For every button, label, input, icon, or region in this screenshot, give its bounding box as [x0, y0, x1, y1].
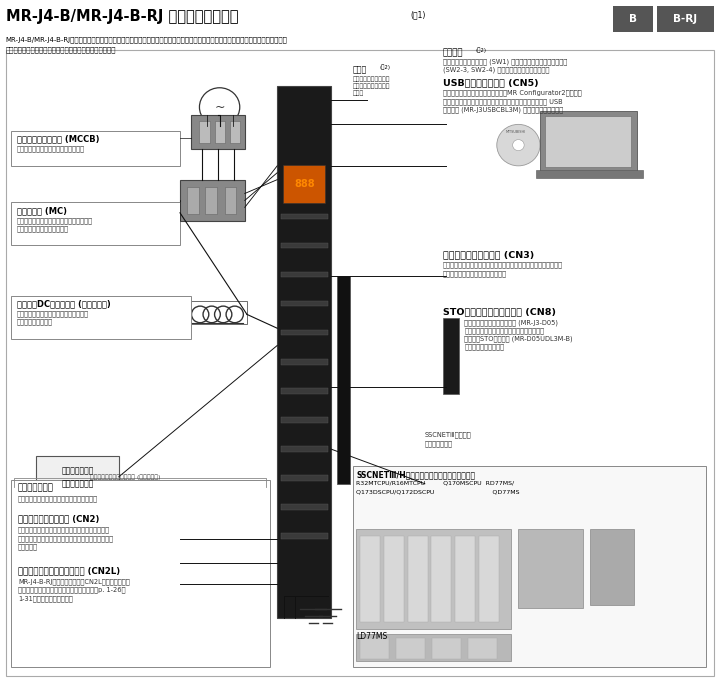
Text: MR-J4-B/MR-J4-B-RJ 周辺機器との接続: MR-J4-B/MR-J4-B-RJ 周辺機器との接続	[6, 9, 238, 24]
Text: ~: ~	[215, 101, 225, 113]
Bar	[281, 301, 328, 307]
Text: セーフティロジックユニット (MR-J3-D05)
や外部セーフティリレーを接続します。オプ
ションのSTOケーブル (MR-D05UDL3M-B)
を使用して: セーフティロジックユニット (MR-J3-D05) や外部セーフティリレーを接続…	[464, 319, 573, 350]
Bar	[11, 202, 180, 245]
Text: アラーム発生時などサーボアンプの電源を
オフするために使用します。: アラーム発生時などサーボアンプの電源を オフするために使用します。	[17, 217, 93, 232]
Text: (注2): (注2)	[475, 47, 486, 53]
Text: 電磁接触器 (MC): 電磁接触器 (MC)	[17, 206, 66, 215]
Bar	[384, 536, 404, 622]
Bar	[199, 121, 210, 143]
Bar	[540, 111, 637, 173]
Text: R32MTCPU/R16MTCPU         Q170MSCPU  RD77MS/: R32MTCPU/R16MTCPU Q170MSCPU RD77MS/	[356, 480, 515, 485]
Bar	[205, 187, 217, 214]
Bar	[36, 456, 119, 498]
Bar	[408, 536, 428, 622]
Bar	[443, 318, 459, 394]
Bar	[11, 131, 180, 166]
Text: STO入出力信号用コネクタ (CN8): STO入出力信号用コネクタ (CN8)	[443, 307, 556, 316]
Bar	[281, 359, 328, 365]
Text: B: B	[629, 14, 637, 23]
Bar	[432, 638, 461, 659]
Bar	[215, 121, 225, 143]
Circle shape	[497, 124, 540, 166]
Text: 力率改善DCリアクトル (オプション): 力率改善DCリアクトル (オプション)	[17, 299, 110, 308]
Text: 軸設定部: 軸設定部	[443, 48, 463, 57]
Text: SSCNETⅢケーブル: SSCNETⅢケーブル	[425, 432, 472, 439]
Text: 入出力信号用コネクタ (CN3): 入出力信号用コネクタ (CN3)	[443, 250, 534, 259]
Bar	[281, 475, 328, 481]
Text: サーボモータ電源ケーブル (オプション): サーボモータ電源ケーブル (オプション)	[90, 475, 161, 480]
Bar	[356, 634, 511, 661]
Bar	[281, 533, 328, 539]
Bar	[191, 115, 245, 149]
Bar	[353, 466, 706, 667]
Bar	[281, 243, 328, 249]
Bar	[545, 116, 631, 167]
Bar	[277, 86, 331, 618]
Text: （オプション）: （オプション）	[425, 441, 453, 448]
Bar	[281, 272, 328, 277]
Text: 表示部: 表示部	[353, 66, 367, 75]
Text: (注2): (注2)	[379, 64, 390, 70]
Text: （オプション）: （オプション）	[61, 479, 94, 489]
Text: チャージランプ: チャージランプ	[18, 484, 54, 493]
Text: サーボモータエンコーダを接続します。オプション
ケーブルまたはオプションコネクタセットを使用して
ください。: サーボモータエンコーダを接続します。オプション ケーブルまたはオプションコネクタ…	[18, 527, 114, 550]
Text: MITSUBISHI: MITSUBISHI	[505, 130, 526, 133]
Text: ノーヒューズ遮断器 (MCCB): ノーヒューズ遮断器 (MCCB)	[17, 135, 99, 144]
Bar	[337, 276, 350, 484]
Bar	[281, 214, 328, 220]
Bar	[657, 6, 714, 32]
Bar	[11, 296, 191, 339]
Bar	[281, 504, 328, 510]
Text: サーボアンプの力率を改善し、電源容量
を小さくできます。: サーボアンプの力率を改善し、電源容量 を小さくできます。	[17, 310, 89, 325]
Text: 電源ライン保護のために使用します。: 電源ライン保護のために使用します。	[17, 146, 84, 153]
Bar	[281, 330, 328, 336]
Text: 主回路が充電されている場合に点灯します。: 主回路が充電されている場合に点灯します。	[18, 495, 98, 502]
Bar	[360, 536, 380, 622]
Bar	[518, 529, 583, 608]
Text: 機械端エンコーダ用コネクタ (CN2L): 機械端エンコーダ用コネクタ (CN2L)	[18, 567, 120, 576]
Bar	[230, 121, 240, 143]
Bar	[360, 638, 389, 659]
Text: サーボアンプの状態、
アラーム番号を表示し
ます。: サーボアンプの状態、 アラーム番号を表示し ます。	[353, 76, 390, 95]
Text: パーソナルコンピュータに接続し、MR Configurator2を使用し
ます。パラメータ設定やモニタが可能です。オプションの USB
ケーブル (MR-J3U: パーソナルコンピュータに接続し、MR Configurator2を使用し ます。…	[443, 90, 582, 113]
Circle shape	[513, 140, 524, 151]
Bar	[356, 529, 511, 629]
Text: 強制停止入力やインポジション、電磁ブレーキインタロック、故障
信号を使用する場合に使用します。: 強制停止入力やインポジション、電磁ブレーキインタロック、故障 信号を使用する場合…	[443, 262, 563, 276]
Text: MR-J4-B-RJサーボアンプのみCN2Lコネクタを装備
しています。詳細については、本カタログのp. 1-26～
1-31を参照してください。: MR-J4-B-RJサーボアンプのみCN2Lコネクタを装備 しています。詳細につ…	[18, 578, 130, 602]
Text: 回生オプション: 回生オプション	[61, 466, 94, 476]
Bar	[188, 301, 247, 324]
Text: 888: 888	[294, 179, 315, 189]
Bar	[479, 536, 499, 622]
Bar	[455, 536, 475, 622]
Bar	[468, 638, 497, 659]
Text: SSCNETⅢ/H対応サーボシステムコントローラ: SSCNETⅢ/H対応サーボシステムコントローラ	[356, 470, 475, 479]
Text: (注1): (注1)	[410, 10, 426, 19]
Text: Q173DSCPU/Q172DSCPU                             QD77MS: Q173DSCPU/Q172DSCPU QD77MS	[356, 489, 520, 494]
Bar	[590, 529, 634, 605]
Bar	[281, 417, 328, 423]
Bar	[0, 0, 720, 34]
Bar	[283, 165, 325, 203]
Bar	[180, 180, 245, 221]
Bar	[536, 170, 643, 178]
Text: エンコーダ用コネクタ (CN2): エンコーダ用コネクタ (CN2)	[18, 515, 99, 524]
Bar	[431, 536, 451, 622]
Bar	[613, 6, 653, 32]
Text: B-RJ: B-RJ	[673, 14, 698, 23]
Text: 軸選択ロータリスイッチ (SW1) および軸番号補助設定スイッチ
(SW2-3, SW2-4) を使用し、軸を選択します。: 軸選択ロータリスイッチ (SW1) および軸番号補助設定スイッチ (SW2-3,…	[443, 59, 567, 73]
Text: MR-J4-B/MR-J4-B-RJと周辺機器の接続を示します。ご購入後簡単にセットアップでき、すぐにご使用できるようコネクタ類、各ケーブ: MR-J4-B/MR-J4-B-RJと周辺機器の接続を示します。ご購入後簡単にセ…	[6, 36, 287, 43]
Text: LD77MS: LD77MS	[356, 632, 387, 641]
Bar	[281, 388, 328, 394]
Bar	[11, 480, 270, 667]
Bar	[396, 638, 425, 659]
Bar	[225, 187, 236, 214]
Text: ル類、オプション類など必要な機器を取り揃えています。: ル類、オプション類など必要な機器を取り揃えています。	[6, 46, 116, 53]
Text: USB通信用コネクタ (CN5): USB通信用コネクタ (CN5)	[443, 78, 539, 87]
Bar	[281, 446, 328, 452]
Bar	[187, 187, 199, 214]
